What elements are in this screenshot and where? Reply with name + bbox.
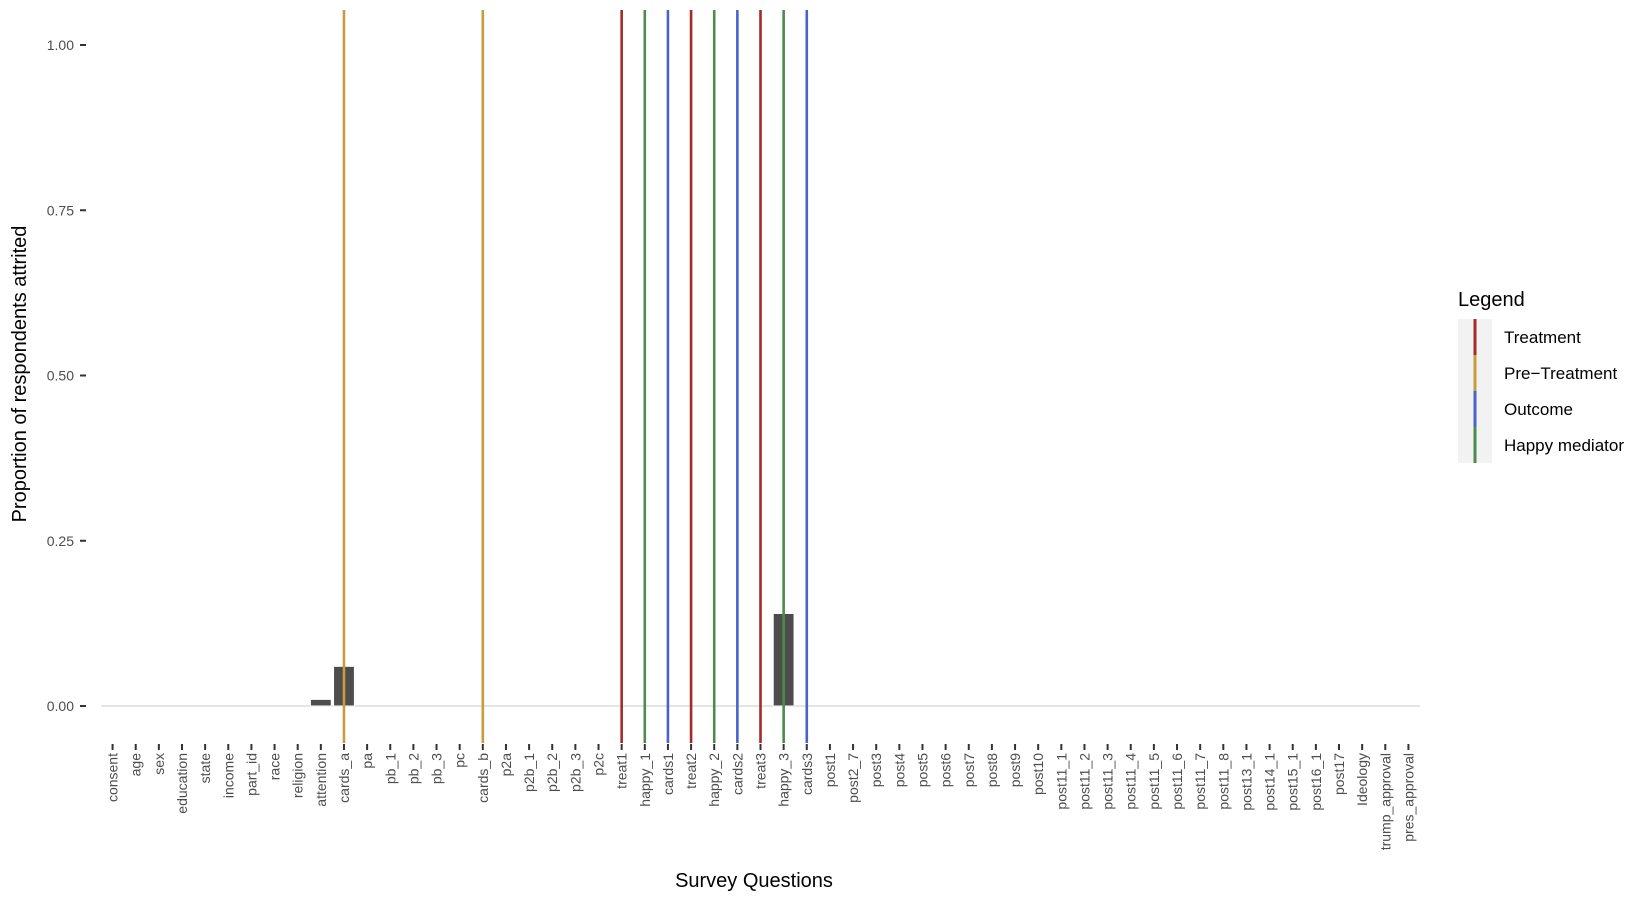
x-tick-label-p2a: p2a	[498, 753, 514, 777]
x-tick-label-cards_b: cards_b	[475, 753, 491, 803]
x-tick-label-consent: consent	[105, 753, 121, 802]
x-axis: consent age sex education state income part_id…	[105, 744, 1416, 850]
y-tick-label: 0.50	[47, 368, 74, 384]
x-tick-label-post10: post10	[1030, 753, 1046, 795]
x-tick-label-income: income	[220, 753, 236, 798]
x-tick-label-post15_1: post15_1	[1285, 753, 1301, 811]
y-axis: 0.00 0.25 0.50 0.75 1.00	[47, 37, 86, 714]
x-tick-label-post11_5: post11_5	[1146, 753, 1162, 810]
x-tick-label-happy_3: happy_3	[776, 753, 792, 807]
x-tick-label-p2b_1: p2b_1	[521, 753, 537, 792]
x-tick-label-post3: post3	[868, 753, 884, 787]
x-tick-label-treat2: treat2	[683, 753, 699, 789]
x-tick-label-religion: religion	[290, 753, 306, 798]
x-tick-label-education: education	[174, 753, 190, 814]
x-tick-label-cards_a: cards_a	[336, 753, 352, 803]
x-tick-label-post14_1: post14_1	[1262, 753, 1278, 811]
y-tick-label: 1.00	[47, 37, 74, 53]
y-axis-title: Proportion of respondents attrited	[9, 226, 31, 523]
legend-label: Outcome	[1504, 400, 1573, 419]
x-tick-label-pa: pa	[359, 753, 375, 769]
bar-attention	[309, 698, 332, 707]
x-tick-label-post11_3: post11_3	[1100, 753, 1116, 810]
x-tick-label-Ideology: Ideology	[1354, 753, 1370, 806]
legend: Legend Treatment Pre−Treatment Outcome Happ…	[1458, 289, 1624, 463]
x-axis-title: Survey Questions	[675, 870, 833, 892]
x-tick-label-post11_4: post11_4	[1123, 753, 1139, 810]
x-tick-label-post11_2: post11_2	[1076, 753, 1092, 810]
legend-label: Pre−Treatment	[1504, 364, 1617, 383]
x-tick-label-post2_7: post2_7	[845, 753, 861, 803]
x-tick-label-race: race	[267, 753, 283, 780]
x-tick-label-cards3: cards3	[799, 753, 815, 795]
legend-entries: Treatment Pre−Treatment Outcome Happy media…	[1458, 319, 1624, 463]
x-tick-label-pb_2: pb_2	[405, 753, 421, 784]
x-tick-label-treat3: treat3	[753, 753, 769, 789]
x-tick-label-state: state	[197, 753, 213, 784]
x-tick-label-part_id: part_id	[243, 753, 259, 796]
x-tick-label-post11_7: post11_7	[1192, 753, 1208, 810]
bars	[309, 612, 795, 707]
x-tick-label-p2b_3: p2b_3	[567, 753, 583, 792]
x-tick-label-treat1: treat1	[614, 753, 630, 789]
x-tick-label-pb_3: pb_3	[429, 753, 445, 784]
x-tick-label-post1: post1	[822, 753, 838, 787]
x-tick-label-post17: post17	[1331, 753, 1347, 795]
vertical-markers	[342, 10, 809, 743]
x-tick-label-post7: post7	[961, 753, 977, 787]
x-tick-label-age: age	[128, 753, 144, 777]
x-tick-label-post11_1: post11_1	[1053, 753, 1069, 810]
x-tick-label-attention: attention	[313, 753, 329, 807]
x-tick-label-post13_1: post13_1	[1238, 753, 1254, 811]
x-tick-label-post16_1: post16_1	[1308, 753, 1324, 811]
y-tick-label: 0.25	[47, 533, 74, 549]
x-tick-label-p2c: p2c	[591, 753, 607, 776]
x-tick-label-pb_1: pb_1	[382, 753, 398, 784]
x-tick-label-post4: post4	[891, 753, 907, 787]
x-tick-label-post11_6: post11_6	[1169, 753, 1185, 810]
x-tick-label-happy_2: happy_2	[706, 753, 722, 807]
x-tick-label-trump_approval: trump_approval	[1377, 753, 1393, 850]
legend-label: Happy mediator	[1504, 436, 1624, 455]
y-tick-label: 0.75	[47, 202, 74, 218]
x-tick-label-post11_8: post11_8	[1215, 753, 1231, 810]
x-tick-label-pres_approval: pres_approval	[1400, 753, 1416, 842]
y-tick-label: 0.00	[47, 698, 74, 714]
x-tick-label-happy_1: happy_1	[637, 753, 653, 807]
x-tick-label-cards1: cards1	[660, 753, 676, 795]
x-tick-label-post5: post5	[914, 753, 930, 787]
legend-label: Treatment	[1504, 328, 1581, 347]
plot-area	[101, 10, 1420, 743]
x-tick-label-post9: post9	[1007, 753, 1023, 787]
x-tick-label-post8: post8	[984, 753, 1000, 787]
legend-title: Legend	[1458, 289, 1525, 311]
x-tick-label-post6: post6	[938, 753, 954, 787]
x-tick-label-cards2: cards2	[729, 753, 745, 795]
x-tick-label-pc: pc	[452, 753, 468, 768]
x-tick-label-p2b_2: p2b_2	[544, 753, 560, 792]
x-tick-label-sex: sex	[151, 753, 167, 775]
